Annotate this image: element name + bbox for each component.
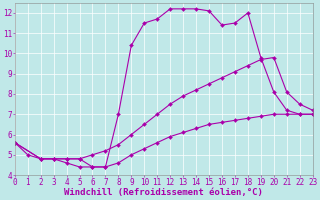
X-axis label: Windchill (Refroidissement éolien,°C): Windchill (Refroidissement éolien,°C) bbox=[64, 188, 263, 197]
